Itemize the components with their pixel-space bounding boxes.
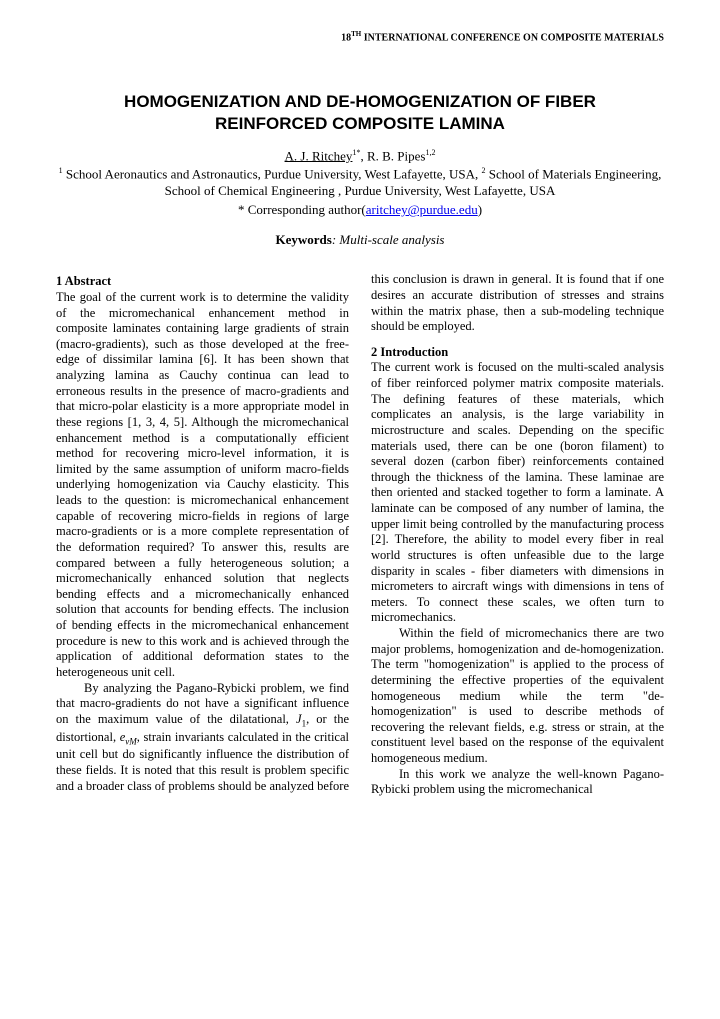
abs-e-sub: vM [125, 736, 137, 746]
conf-name: INTERNATIONAL CONFERENCE ON COMPOSITE MA… [361, 32, 664, 43]
authors: A. J. Ritchey1*, R. B. Pipes1,2 [56, 148, 664, 164]
intro-para-2: Within the field of micromechanics there… [371, 626, 664, 767]
abstract-heading: 1 Abstract [56, 274, 349, 290]
keywords: Keywords: Multi-scale analysis [56, 232, 664, 248]
corresp-close: ) [478, 202, 482, 217]
affiliations: 1 School Aeronautics and Astronautics, P… [56, 166, 664, 200]
corresp-email-link[interactable]: aritchey@purdue.edu [366, 202, 478, 217]
intro-para-3: In this work we analyze the well-known P… [371, 767, 664, 798]
conference-header: 18TH INTERNATIONAL CONFERENCE ON COMPOSI… [56, 30, 664, 43]
author-2: R. B. Pipes [367, 148, 426, 163]
abstract-para-1: The goal of the current work is to deter… [56, 290, 349, 681]
body-columns: 1 Abstract The goal of the current work … [56, 272, 664, 798]
conf-ordinal: 18 [341, 32, 351, 43]
author-1: A. J. Ritchey [285, 148, 353, 163]
corresponding-author: * Corresponding author(aritchey@purdue.e… [56, 202, 664, 218]
intro-heading: 2 Introduction [371, 345, 664, 361]
paper-title: HOMOGENIZATION AND DE-HOMOGENIZATION OF … [56, 91, 664, 134]
conf-ordinal-suffix: TH [351, 30, 361, 38]
title-line-1: HOMOGENIZATION AND DE-HOMOGENIZATION OF … [56, 91, 664, 112]
corresp-label: * Corresponding author( [238, 202, 366, 217]
title-line-2: REINFORCED COMPOSITE LAMINA [56, 113, 664, 134]
affil-1-text: School Aeronautics and Astronautics, Pur… [63, 166, 482, 181]
intro-para-1: The current work is focused on the multi… [371, 360, 664, 626]
author-2-affil: 1,2 [425, 148, 435, 157]
keywords-value: : Multi-scale analysis [332, 232, 445, 247]
keywords-label: Keywords [276, 232, 332, 247]
